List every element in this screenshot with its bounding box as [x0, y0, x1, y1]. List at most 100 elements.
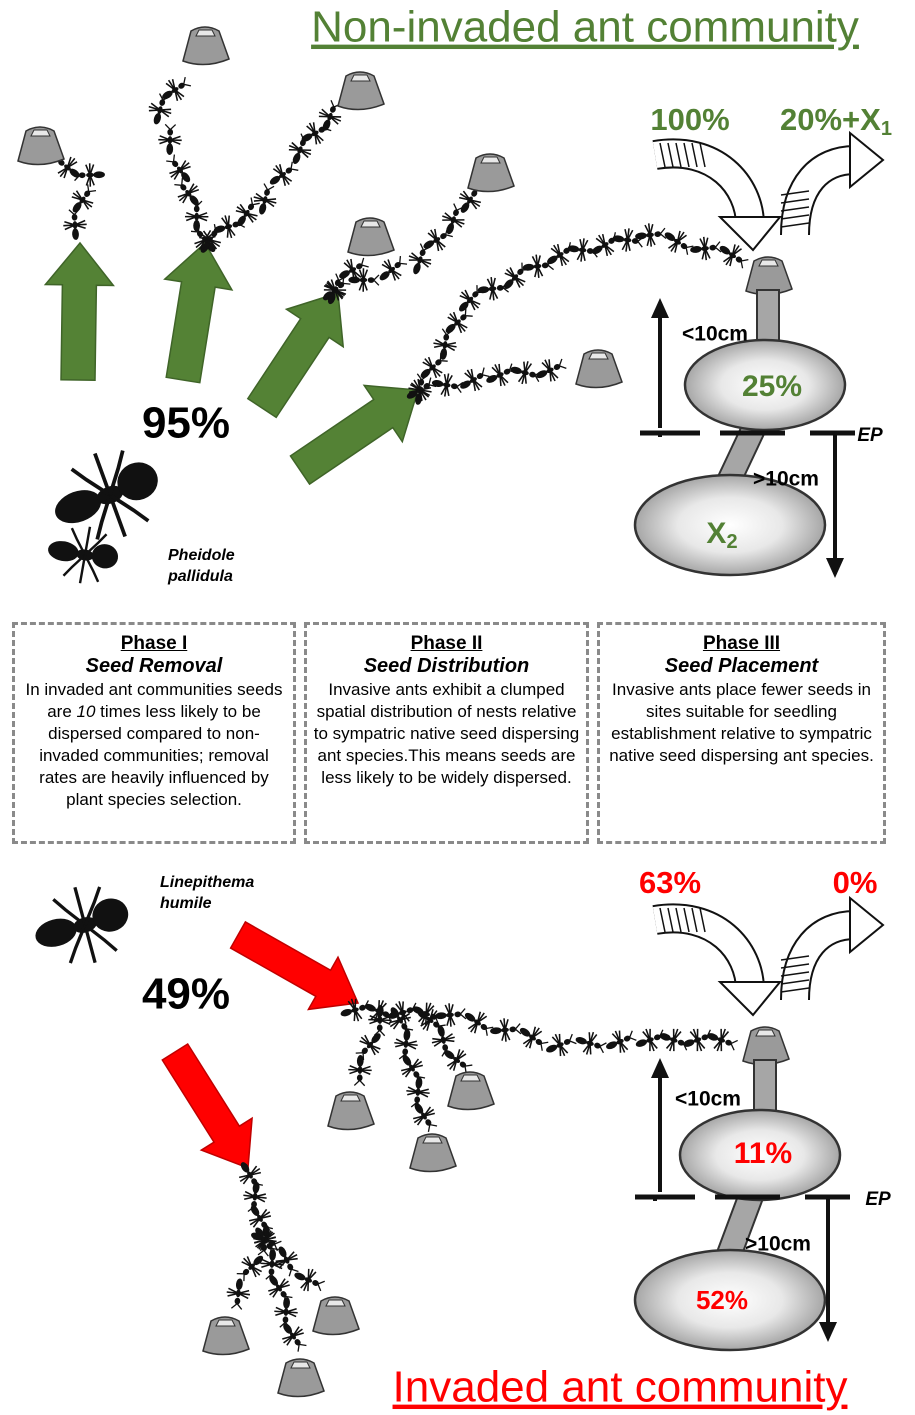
ant — [71, 184, 97, 213]
species-line: humile — [160, 895, 212, 912]
ant-body — [406, 1007, 414, 1014]
ant — [268, 1275, 293, 1304]
hatch — [667, 907, 674, 933]
ant-body — [93, 171, 105, 179]
ant-body — [371, 1033, 381, 1044]
ant-leg — [677, 234, 687, 243]
ant-leg — [241, 1261, 253, 1268]
ant-body — [623, 1035, 631, 1042]
ant-leg — [524, 372, 527, 384]
ant-leg — [177, 192, 189, 198]
ant — [635, 1028, 667, 1052]
ant-body — [356, 1074, 363, 1082]
ant-leg — [108, 493, 150, 523]
seed-cap — [340, 1094, 361, 1102]
ant-body — [376, 1005, 384, 1017]
ant-body — [464, 1012, 476, 1022]
ant-body — [91, 544, 119, 569]
ant-leg — [282, 174, 293, 182]
ant — [423, 227, 453, 252]
far-label: >10cm — [745, 1233, 811, 1256]
ant-leg — [75, 190, 84, 201]
ant-leg — [532, 1030, 543, 1039]
phase-subtitle: Seed Placement — [664, 655, 819, 677]
ant-leg — [427, 356, 434, 368]
ant-leg — [452, 311, 459, 323]
removal-pct: 49% — [142, 970, 230, 1019]
phase-title: Phase II — [410, 633, 483, 654]
ant-body — [376, 1024, 383, 1032]
ant-body — [78, 172, 86, 179]
ant-leg — [449, 1004, 454, 1016]
ant-antenna — [481, 367, 490, 378]
ant-leg — [350, 258, 354, 271]
ant-body — [153, 113, 162, 125]
phase-box: Phase II Seed Distribution Invasive ants… — [304, 622, 589, 844]
ant-antenna — [459, 1008, 467, 1020]
hatch — [675, 142, 682, 168]
ant-leg — [95, 494, 112, 540]
ant — [519, 1026, 549, 1051]
ant-body — [425, 1119, 432, 1126]
ant-body — [725, 1039, 732, 1046]
ant-leg — [498, 363, 501, 376]
species-line: Pheidole — [168, 547, 235, 564]
ant — [664, 230, 694, 255]
arrow — [246, 292, 345, 419]
ant-leg — [581, 239, 589, 251]
seed-cap — [460, 1074, 481, 1082]
ant-leg — [209, 239, 221, 244]
ant-body — [193, 205, 200, 213]
ant-leg — [272, 1287, 280, 1298]
ant — [401, 1055, 426, 1084]
ant-body — [450, 383, 458, 390]
ant-leg — [391, 269, 402, 277]
ant — [226, 1278, 251, 1310]
ant-leg — [589, 1043, 592, 1055]
ant-body — [414, 1103, 424, 1114]
hatch — [780, 987, 810, 993]
ant-leg — [362, 279, 368, 291]
ant-body — [541, 262, 549, 269]
ant — [253, 183, 277, 215]
ant — [592, 232, 622, 257]
ant-leg — [417, 378, 421, 391]
ant-body — [701, 1034, 709, 1041]
down-arrow-head — [819, 1322, 837, 1342]
ant-leg — [171, 78, 176, 91]
ant-leg — [362, 269, 369, 281]
ant-body — [635, 232, 647, 240]
hatch — [683, 907, 690, 933]
ant-leg — [559, 1044, 569, 1054]
ant-body — [443, 333, 450, 341]
ant-antenna — [485, 1026, 494, 1036]
hatch — [780, 206, 810, 212]
ant-antenna — [164, 123, 177, 131]
near-pct: 11% — [734, 1137, 792, 1170]
ant-leg — [649, 1028, 651, 1041]
ant-leg — [649, 234, 656, 246]
hatch — [780, 214, 810, 220]
ant — [477, 277, 509, 301]
ant — [162, 76, 192, 102]
ant-leg — [504, 1029, 511, 1041]
ant-leg — [369, 1019, 381, 1025]
phase-title: Phase I — [120, 633, 188, 654]
ant-body — [269, 1275, 279, 1286]
ant-body — [283, 1297, 290, 1309]
ant-leg — [445, 374, 453, 386]
ant-leg — [169, 135, 181, 141]
ant-leg — [443, 1039, 455, 1043]
ant-leg — [499, 374, 509, 384]
ant — [235, 197, 260, 227]
ant — [459, 285, 485, 312]
ant — [294, 1268, 325, 1292]
ant-leg — [720, 1031, 730, 1041]
ant — [236, 1255, 264, 1282]
ant — [73, 163, 105, 187]
ant — [184, 200, 209, 232]
ant-body — [259, 203, 267, 215]
hatch — [659, 907, 666, 933]
ant-leg — [244, 1195, 256, 1201]
ant-body — [423, 240, 435, 249]
